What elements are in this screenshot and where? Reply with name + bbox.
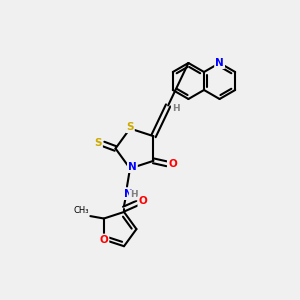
Text: H: H — [130, 190, 137, 200]
Text: S: S — [94, 137, 102, 148]
Text: CH₃: CH₃ — [74, 206, 89, 214]
Text: H: H — [172, 104, 179, 113]
Text: O: O — [139, 196, 147, 206]
Text: N: N — [128, 162, 137, 172]
Text: O: O — [168, 159, 177, 169]
Text: N: N — [124, 189, 133, 199]
Text: S: S — [126, 122, 134, 132]
Text: N: N — [215, 58, 224, 68]
Text: O: O — [100, 235, 108, 245]
